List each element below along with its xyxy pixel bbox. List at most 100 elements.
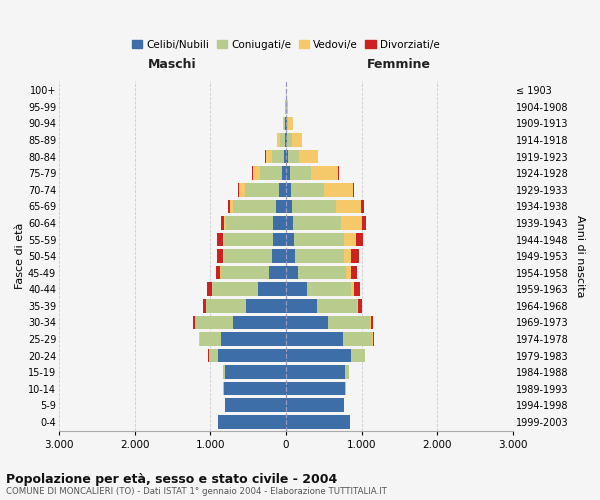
Bar: [233, 200, 275, 213]
Text: COMUNE DI MONCALIERI (TO) - Dati ISTAT 1° gennaio 2004 - Elaborazione TUTTITALIA: COMUNE DI MONCALIERI (TO) - Dati ISTAT 1…: [6, 488, 387, 496]
Bar: [345, 366, 349, 379]
Bar: [208, 282, 212, 296]
Bar: [283, 116, 284, 130]
Bar: [353, 183, 355, 196]
Bar: [288, 116, 293, 130]
Bar: [226, 366, 286, 379]
Bar: [317, 299, 356, 312]
Bar: [286, 150, 288, 164]
Bar: [239, 183, 245, 196]
Bar: [286, 382, 345, 396]
Bar: [266, 150, 272, 164]
Bar: [226, 398, 286, 412]
Text: Femmine: Femmine: [367, 58, 431, 71]
Bar: [224, 232, 272, 246]
Bar: [291, 183, 324, 196]
Bar: [345, 382, 346, 396]
Bar: [356, 299, 358, 312]
Bar: [215, 266, 220, 280]
Bar: [252, 166, 253, 180]
Bar: [223, 382, 224, 396]
Bar: [203, 299, 206, 312]
Bar: [351, 348, 365, 362]
Bar: [286, 133, 287, 147]
Bar: [295, 250, 344, 263]
Bar: [356, 232, 364, 246]
Bar: [286, 348, 351, 362]
Bar: [286, 232, 294, 246]
Bar: [221, 216, 224, 230]
Bar: [286, 200, 292, 213]
Bar: [272, 232, 286, 246]
Bar: [226, 216, 274, 230]
Bar: [224, 216, 226, 230]
Bar: [352, 282, 353, 296]
Bar: [223, 366, 226, 379]
Bar: [286, 332, 343, 346]
Bar: [286, 316, 328, 329]
Bar: [373, 332, 374, 346]
Legend: Celibi/Nubili, Coniugati/e, Vedovi/e, Divorziati/e: Celibi/Nubili, Coniugati/e, Vedovi/e, Di…: [130, 38, 442, 52]
Bar: [358, 299, 362, 312]
Bar: [224, 250, 272, 263]
Bar: [292, 133, 302, 147]
Bar: [282, 166, 286, 180]
Text: Maschi: Maschi: [148, 58, 197, 71]
Bar: [220, 266, 221, 280]
Bar: [328, 316, 370, 329]
Bar: [286, 366, 345, 379]
Bar: [212, 282, 258, 296]
Bar: [258, 282, 286, 296]
Bar: [343, 332, 373, 346]
Bar: [294, 232, 344, 246]
Bar: [223, 250, 224, 263]
Bar: [284, 116, 285, 130]
Bar: [278, 183, 286, 196]
Bar: [299, 150, 318, 164]
Bar: [338, 166, 339, 180]
Bar: [350, 266, 358, 280]
Bar: [298, 266, 346, 280]
Bar: [217, 250, 223, 263]
Bar: [286, 299, 317, 312]
Bar: [217, 232, 223, 246]
Bar: [285, 116, 286, 130]
Bar: [341, 216, 362, 230]
Bar: [246, 299, 286, 312]
Bar: [206, 299, 246, 312]
Bar: [286, 415, 350, 428]
Bar: [371, 316, 373, 329]
Bar: [221, 332, 286, 346]
Bar: [286, 266, 298, 280]
Bar: [286, 398, 344, 412]
Y-axis label: Fasce di età: Fasce di età: [15, 223, 25, 290]
Bar: [293, 216, 341, 230]
Bar: [286, 216, 293, 230]
Bar: [277, 133, 280, 147]
Bar: [344, 232, 356, 246]
Bar: [286, 166, 290, 180]
Bar: [286, 250, 295, 263]
Bar: [200, 332, 221, 346]
Y-axis label: Anni di nascita: Anni di nascita: [575, 215, 585, 298]
Bar: [218, 415, 286, 428]
Bar: [288, 150, 299, 164]
Bar: [361, 200, 364, 213]
Bar: [285, 133, 286, 147]
Bar: [209, 348, 218, 362]
Bar: [287, 100, 288, 114]
Bar: [324, 183, 353, 196]
Bar: [280, 133, 285, 147]
Bar: [336, 200, 361, 213]
Bar: [253, 166, 260, 180]
Bar: [284, 150, 286, 164]
Bar: [344, 250, 352, 263]
Text: Popolazione per età, sesso e stato civile - 2004: Popolazione per età, sesso e stato civil…: [6, 472, 337, 486]
Bar: [238, 183, 239, 196]
Bar: [353, 282, 359, 296]
Bar: [272, 250, 286, 263]
Bar: [274, 216, 286, 230]
Bar: [195, 316, 233, 329]
Bar: [223, 232, 224, 246]
Bar: [245, 183, 278, 196]
